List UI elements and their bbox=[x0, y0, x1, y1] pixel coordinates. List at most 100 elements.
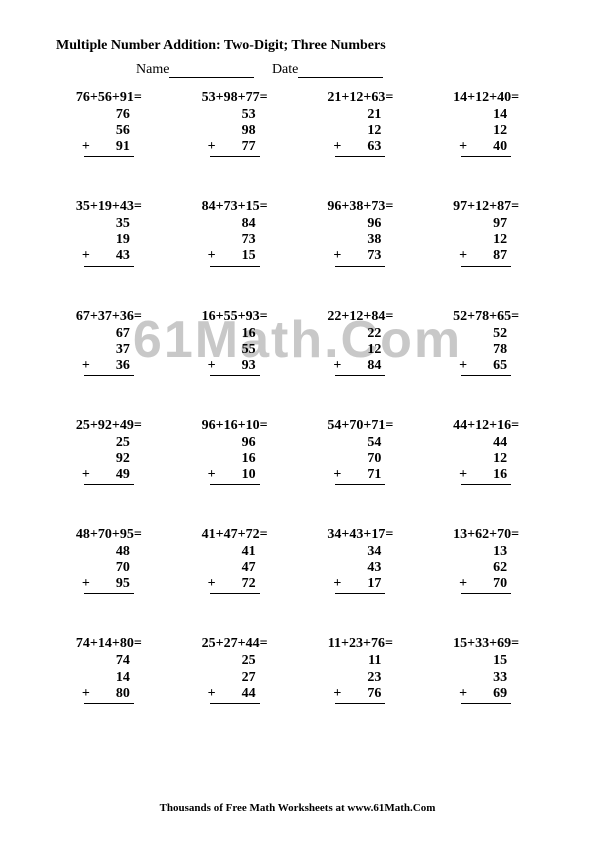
problem-3: 21+12+63=2112+63 bbox=[308, 90, 414, 171]
problem-1: 76+56+91=7656+91 bbox=[56, 90, 162, 171]
problem-13: 25+92+49=2592+49 bbox=[56, 418, 162, 499]
addend-1: 67 bbox=[84, 326, 134, 342]
stack: 7656+91 bbox=[84, 107, 134, 171]
plus-icon: + bbox=[333, 576, 341, 592]
problem-11: 22+12+84=2212+84 bbox=[308, 309, 414, 390]
problem-12: 52+78+65=5278+65 bbox=[433, 309, 539, 390]
addend-2: 98 bbox=[210, 123, 260, 139]
addend-3: +43 bbox=[84, 248, 134, 266]
problem-24: 15+33+69=1533+69 bbox=[433, 636, 539, 717]
addend-1: 97 bbox=[461, 216, 511, 232]
addend-1: 52 bbox=[461, 326, 511, 342]
addend-3: +15 bbox=[210, 248, 260, 266]
problem-4: 14+12+40=1412+40 bbox=[433, 90, 539, 171]
stack: 2112+63 bbox=[335, 107, 385, 171]
problem-17: 48+70+95=4870+95 bbox=[56, 527, 162, 608]
addend-1: 96 bbox=[210, 435, 260, 451]
addend-2: 12 bbox=[335, 123, 385, 139]
addend-3: +91 bbox=[84, 139, 134, 157]
plus-icon: + bbox=[82, 686, 90, 702]
addend-2: 33 bbox=[461, 670, 511, 686]
addend-2: 55 bbox=[210, 342, 260, 358]
stack: 5398+77 bbox=[210, 107, 260, 171]
date-line bbox=[298, 64, 383, 78]
equation: 22+12+84= bbox=[308, 309, 414, 325]
addend-1: 48 bbox=[84, 544, 134, 560]
equation: 25+92+49= bbox=[56, 418, 162, 434]
addend-1: 53 bbox=[210, 107, 260, 123]
problem-8: 97+12+87=9712+87 bbox=[433, 199, 539, 280]
plus-icon: + bbox=[459, 139, 467, 155]
stack: 6737+36 bbox=[84, 326, 134, 390]
plus-icon: + bbox=[459, 467, 467, 483]
stack: 4870+95 bbox=[84, 544, 134, 608]
answer-space bbox=[335, 594, 385, 608]
problem-2: 53+98+77=5398+77 bbox=[182, 90, 288, 171]
equation: 96+16+10= bbox=[182, 418, 288, 434]
addend-1: 11 bbox=[335, 653, 385, 669]
addend-1: 54 bbox=[335, 435, 385, 451]
addend-2: 56 bbox=[84, 123, 134, 139]
equation: 34+43+17= bbox=[308, 527, 414, 543]
plus-icon: + bbox=[459, 576, 467, 592]
problem-10: 16+55+93=1655+93 bbox=[182, 309, 288, 390]
addend-2: 70 bbox=[84, 560, 134, 576]
plus-icon: + bbox=[333, 248, 341, 264]
stack: 5278+65 bbox=[461, 326, 511, 390]
equation: 13+62+70= bbox=[433, 527, 539, 543]
plus-icon: + bbox=[333, 139, 341, 155]
addend-3: +72 bbox=[210, 576, 260, 594]
addend-3: +80 bbox=[84, 686, 134, 704]
stack: 4147+72 bbox=[210, 544, 260, 608]
problem-22: 25+27+44=2527+44 bbox=[182, 636, 288, 717]
problem-9: 67+37+36=6737+36 bbox=[56, 309, 162, 390]
plus-icon: + bbox=[459, 358, 467, 374]
addend-3: +40 bbox=[461, 139, 511, 157]
addend-2: 92 bbox=[84, 451, 134, 467]
answer-space bbox=[210, 157, 260, 171]
equation: 48+70+95= bbox=[56, 527, 162, 543]
stack: 1123+76 bbox=[335, 653, 385, 717]
addend-3: +84 bbox=[335, 358, 385, 376]
plus-icon: + bbox=[333, 686, 341, 702]
addend-3: +93 bbox=[210, 358, 260, 376]
problem-16: 44+12+16=4412+16 bbox=[433, 418, 539, 499]
addend-2: 78 bbox=[461, 342, 511, 358]
equation: 44+12+16= bbox=[433, 418, 539, 434]
stack: 8473+15 bbox=[210, 216, 260, 280]
plus-icon: + bbox=[459, 248, 467, 264]
answer-space bbox=[84, 704, 134, 718]
date-label: Date bbox=[272, 62, 298, 78]
problem-grid: 76+56+91=7656+9153+98+77=5398+7721+12+63… bbox=[56, 90, 539, 718]
answer-space bbox=[84, 376, 134, 390]
problem-14: 96+16+10=9616+10 bbox=[182, 418, 288, 499]
addend-2: 12 bbox=[461, 123, 511, 139]
stack: 1412+40 bbox=[461, 107, 511, 171]
name-label: Name bbox=[136, 62, 169, 78]
problem-19: 34+43+17=3443+17 bbox=[308, 527, 414, 608]
addend-2: 37 bbox=[84, 342, 134, 358]
addend-2: 23 bbox=[335, 670, 385, 686]
addend-1: 34 bbox=[335, 544, 385, 560]
equation: 53+98+77= bbox=[182, 90, 288, 106]
addend-3: +63 bbox=[335, 139, 385, 157]
addend-1: 22 bbox=[335, 326, 385, 342]
addend-1: 41 bbox=[210, 544, 260, 560]
stack: 9712+87 bbox=[461, 216, 511, 280]
addend-2: 70 bbox=[335, 451, 385, 467]
addend-3: +10 bbox=[210, 467, 260, 485]
answer-space bbox=[461, 267, 511, 281]
stack: 4412+16 bbox=[461, 435, 511, 499]
answer-space bbox=[461, 704, 511, 718]
addend-2: 38 bbox=[335, 232, 385, 248]
answer-space bbox=[335, 704, 385, 718]
answer-space bbox=[335, 267, 385, 281]
addend-1: 25 bbox=[84, 435, 134, 451]
equation: 97+12+87= bbox=[433, 199, 539, 215]
plus-icon: + bbox=[82, 576, 90, 592]
addend-2: 16 bbox=[210, 451, 260, 467]
answer-space bbox=[461, 485, 511, 499]
addend-3: +73 bbox=[335, 248, 385, 266]
answer-space bbox=[461, 376, 511, 390]
plus-icon: + bbox=[333, 358, 341, 374]
